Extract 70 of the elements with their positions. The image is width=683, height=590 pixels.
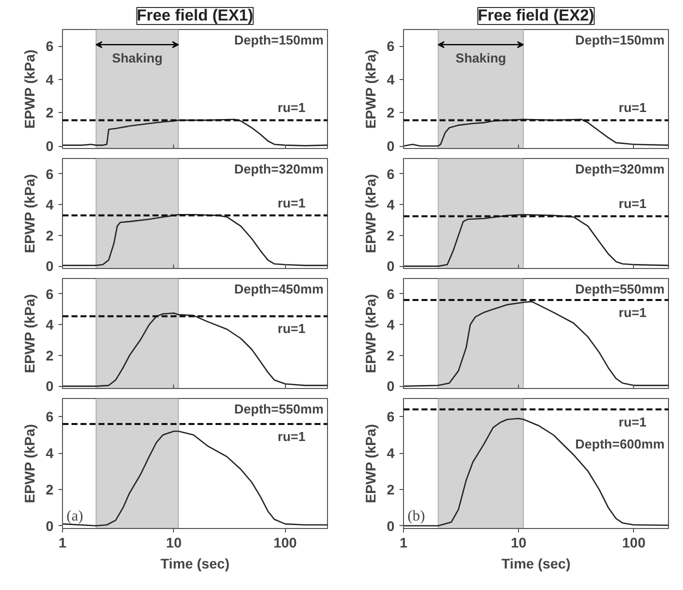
y-axis-title: EPWP (kPa) xyxy=(362,50,379,129)
y-tick-label: 2 xyxy=(46,227,54,244)
annotation: Depth=320mm xyxy=(575,162,665,176)
annotation: (a) xyxy=(66,508,84,524)
annotation: Depth=450mm xyxy=(234,282,324,296)
annotation: Depth=150mm xyxy=(234,32,324,48)
y-tick-label: 4 xyxy=(386,71,395,88)
y-axis-title: EPWP (kPa) xyxy=(22,294,38,374)
y-tick-label: 4 xyxy=(46,316,54,333)
annotation: (b) xyxy=(408,508,425,524)
chart-title: Free field (EX1) xyxy=(136,8,254,24)
x-tick-label: 10 xyxy=(166,534,182,550)
y-tick-label: 4 xyxy=(386,316,395,333)
x-tick-label: 1 xyxy=(58,534,67,550)
x-axis-title: Time (sec) xyxy=(160,556,230,572)
y-tick-label: 6 xyxy=(386,408,395,425)
y-tick-label: 6 xyxy=(386,166,395,182)
annotation: ru=1 xyxy=(618,414,647,430)
y-axis-title: EPWP (kPa) xyxy=(362,294,379,374)
x-tick-label: 100 xyxy=(622,534,646,550)
annotation: ru=1 xyxy=(618,305,647,320)
y-tick-label: 6 xyxy=(386,38,395,54)
y-tick-label: 6 xyxy=(46,286,54,302)
y-axis-title: EPWP (kPa) xyxy=(22,174,38,254)
y-tick-label: 6 xyxy=(386,286,395,302)
y-tick-label: 0 xyxy=(46,518,54,534)
y-tick-label: 0 xyxy=(386,258,395,274)
annotation: ru=1 xyxy=(278,428,306,444)
y-tick-label: 4 xyxy=(386,445,395,462)
y-tick-label: 4 xyxy=(46,71,54,88)
y-tick-label: 2 xyxy=(386,347,395,364)
annotation: ru=1 xyxy=(618,100,647,116)
y-tick-label: 2 xyxy=(386,481,395,498)
y-tick-label: 0 xyxy=(386,518,395,534)
y-tick-label: 0 xyxy=(46,378,54,394)
annotation: Depth=600mm xyxy=(575,436,665,452)
annotation: Depth=320mm xyxy=(234,162,324,176)
y-tick-label: 6 xyxy=(46,408,54,425)
x-axis-title: Time (sec) xyxy=(502,556,570,572)
annotation: Depth=150mm xyxy=(575,32,665,48)
y-tick-label: 0 xyxy=(46,138,54,154)
y-tick-label: 2 xyxy=(46,347,54,364)
y-tick-label: 6 xyxy=(46,166,54,182)
annotation: ru=1 xyxy=(618,196,647,212)
annotation: Depth=550mm xyxy=(234,402,324,416)
y-tick-label: 2 xyxy=(386,227,395,244)
y-tick-label: 0 xyxy=(386,138,395,154)
annotation: ru=1 xyxy=(278,100,306,116)
y-tick-label: 2 xyxy=(46,104,54,121)
y-axis-title: EPWP (kPa) xyxy=(362,174,379,254)
annotation: ru=1 xyxy=(278,195,306,210)
y-tick-label: 0 xyxy=(386,378,395,394)
x-tick-label: 100 xyxy=(273,534,298,550)
y-tick-label: 0 xyxy=(46,258,54,274)
y-tick-label: 2 xyxy=(386,104,395,121)
annotation: ru=1 xyxy=(278,321,306,336)
chart-title: Free field (EX2) xyxy=(478,8,594,24)
y-axis-title: EPWP (kPa) xyxy=(22,424,38,504)
annotation: Depth=550mm xyxy=(575,282,665,296)
x-tick-label: 10 xyxy=(510,534,527,550)
x-tick-label: 1 xyxy=(400,534,408,550)
y-tick-label: 4 xyxy=(46,196,54,213)
y-tick-label: 6 xyxy=(46,38,54,54)
y-tick-label: 2 xyxy=(46,481,54,498)
band-label: Shaking xyxy=(456,50,506,66)
y-tick-label: 4 xyxy=(46,445,54,462)
y-tick-label: 4 xyxy=(386,196,395,213)
band-label: Shaking xyxy=(112,50,163,66)
y-axis-title: EPWP (kPa) xyxy=(22,50,38,129)
y-axis-title: EPWP (kPa) xyxy=(362,424,379,504)
